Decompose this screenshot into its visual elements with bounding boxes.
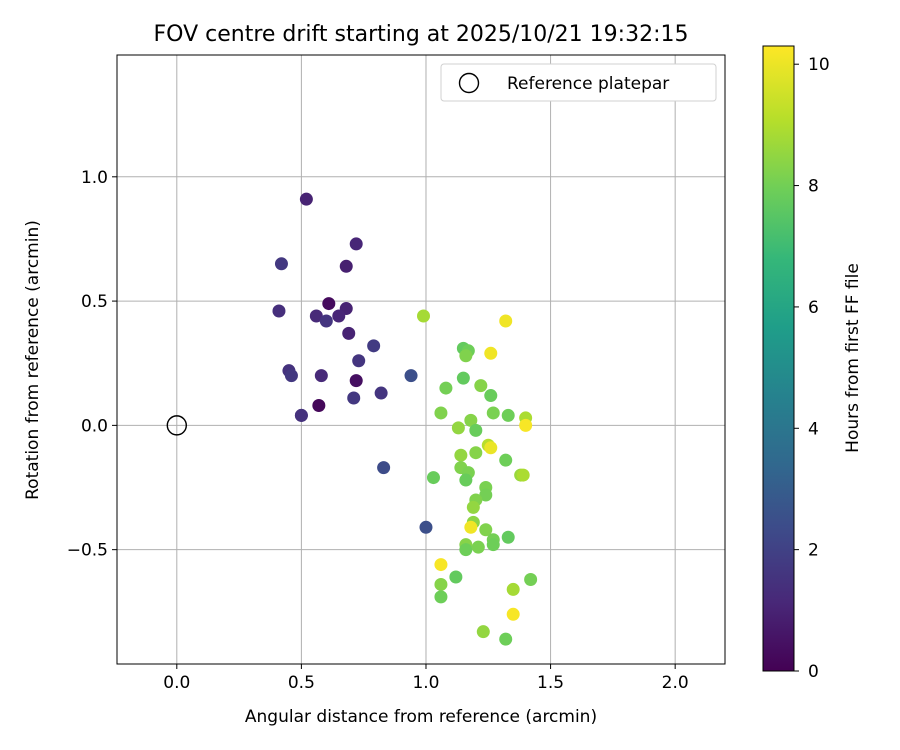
data-point-25: [416, 309, 430, 323]
data-point-11: [367, 339, 381, 353]
data-point-10: [342, 326, 356, 340]
x-tick-label: 0.0: [163, 673, 190, 693]
data-point-12: [352, 354, 366, 368]
data-point-18: [347, 391, 361, 405]
legend-reference-symbol: [458, 72, 480, 94]
data-point-74: [476, 625, 490, 639]
reference-marker: [166, 415, 188, 436]
legend-entry-reference: Reference platepar: [507, 74, 669, 94]
data-point-7: [309, 309, 323, 323]
data-point-53: [459, 473, 473, 487]
chart-title: FOV centre drift starting at 2025/10/21 …: [154, 22, 689, 47]
data-point-71: [506, 582, 520, 596]
colorbar-tick-label: 2: [808, 541, 819, 561]
legend: Reference platepar: [440, 63, 717, 102]
data-point-23: [377, 461, 391, 475]
data-point-8: [332, 309, 346, 323]
colorbar-tick-label: 6: [808, 298, 819, 318]
reference-platepar-point: [166, 415, 188, 436]
x-axis-ticks: 0.0 0.5 1.0 1.5 2.0: [163, 664, 689, 693]
data-point-59: [464, 520, 478, 534]
colorbar-tick-label: 10: [808, 55, 830, 75]
data-point-69: [434, 577, 448, 591]
data-point-24: [419, 520, 433, 534]
x-axis-label: Angular distance from reference (arcmin): [245, 707, 597, 727]
data-point-16: [349, 374, 363, 388]
data-point-73: [506, 607, 520, 621]
data-point-14: [284, 369, 298, 383]
data-point-2: [274, 257, 288, 271]
data-point-70: [524, 572, 538, 586]
legend-box: [440, 63, 717, 102]
data-point-29: [459, 349, 473, 363]
y-tick-label: 0.5: [81, 292, 108, 312]
plot-frame: [116, 54, 726, 665]
colorbar-tick-label: 8: [808, 177, 819, 197]
y-axis-label: Rotation from reference (arcmin): [23, 220, 43, 500]
data-point-31: [456, 371, 470, 385]
data-point-63: [486, 538, 500, 552]
y-tick-label: −0.5: [67, 541, 108, 561]
colorbar-label: Hours from first FF file: [843, 263, 863, 453]
data-point-34: [484, 389, 498, 403]
data-point-45: [469, 446, 483, 460]
data-point-40: [519, 418, 533, 432]
data-point-52: [426, 471, 440, 485]
data-point-72: [434, 590, 448, 604]
data-point-68: [449, 570, 463, 584]
colorbar-gradient: [762, 45, 795, 672]
data-point-32: [439, 381, 453, 395]
x-tick-label: 1.5: [537, 673, 564, 693]
data-point-57: [466, 500, 480, 514]
data-point-51: [516, 468, 530, 482]
data-points: [272, 192, 538, 646]
y-tick-label: 1.0: [81, 168, 108, 188]
data-point-4: [322, 297, 336, 311]
x-tick-label: 0.5: [288, 673, 315, 693]
y-axis-ticks: −0.5 0.0 0.5 1.0: [67, 168, 117, 561]
data-point-35: [434, 406, 448, 420]
data-point-6: [272, 304, 286, 318]
data-point-55: [479, 488, 493, 502]
x-tick-label: 2.0: [662, 673, 689, 693]
data-point-44: [484, 441, 498, 455]
data-point-67: [434, 558, 448, 572]
data-point-36: [486, 406, 500, 420]
colorbar-ticks: 0 2 4 6 8 10: [794, 55, 830, 682]
data-point-65: [459, 543, 473, 557]
data-point-41: [451, 421, 465, 435]
data-point-62: [501, 530, 515, 544]
data-point-75: [499, 632, 513, 646]
data-point-37: [501, 408, 515, 422]
data-point-46: [454, 448, 468, 462]
colorbar-tick-label: 4: [808, 419, 819, 439]
data-point-30: [484, 346, 498, 360]
data-point-17: [374, 386, 388, 400]
data-point-22: [404, 369, 418, 383]
colorbar: 0 2 4 6 8 10 Hours from first FF file: [762, 45, 863, 682]
grid: [117, 55, 725, 664]
data-point-1: [349, 237, 363, 251]
data-point-42: [469, 423, 483, 437]
data-point-0: [299, 192, 313, 206]
data-point-3: [339, 259, 353, 273]
data-point-38: [464, 413, 478, 427]
data-point-60: [479, 523, 493, 537]
x-tick-label: 1.0: [412, 673, 439, 693]
data-point-33: [474, 379, 488, 393]
data-point-15: [314, 369, 328, 383]
data-point-21: [294, 408, 308, 422]
y-tick-label: 0.0: [81, 416, 108, 436]
data-point-19: [312, 398, 326, 412]
data-point-47: [499, 453, 513, 467]
data-point-26: [499, 314, 513, 328]
colorbar-tick-label: 0: [808, 662, 819, 682]
data-point-9: [319, 314, 333, 328]
data-point-66: [471, 540, 485, 554]
